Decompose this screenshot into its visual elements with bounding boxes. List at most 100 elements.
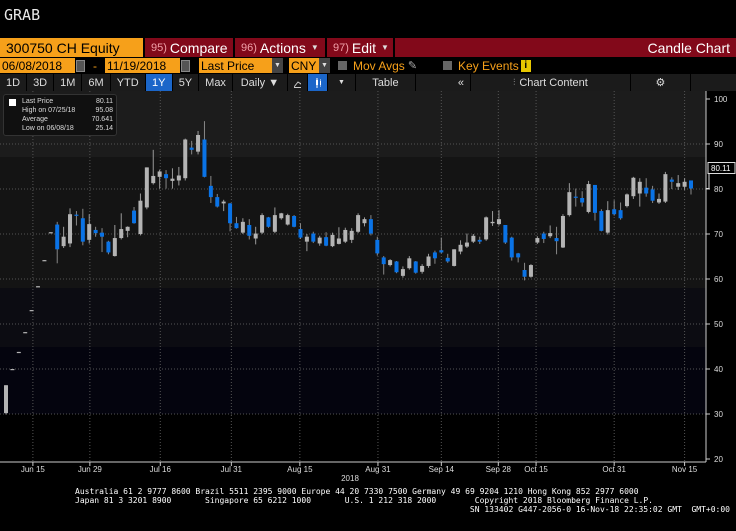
candle-up <box>304 236 309 242</box>
candle-down <box>669 179 674 182</box>
legend-value: 25.14 <box>95 125 113 132</box>
candle-up <box>87 224 92 240</box>
chart-type-title: Candle Chart <box>647 39 731 56</box>
candle-up <box>464 242 469 247</box>
candle-down <box>234 223 239 229</box>
pencil-icon[interactable]: ✎ <box>407 60 418 72</box>
compare-button[interactable]: 95) Compare <box>145 38 235 57</box>
candle-down <box>689 180 693 189</box>
period-max[interactable]: Max <box>199 74 233 91</box>
candle-down <box>375 239 380 254</box>
candle-up <box>61 236 66 247</box>
candle-up <box>400 269 405 276</box>
candle-up <box>637 181 642 194</box>
candle-down <box>573 196 578 198</box>
mov-avgs-checkbox[interactable] <box>338 61 347 70</box>
candle-down <box>503 225 508 243</box>
candle-down <box>215 197 220 207</box>
info-icon[interactable]: i <box>520 59 531 72</box>
chart-content-icon: ⫶ <box>513 77 516 87</box>
end-date-input[interactable]: 11/19/2018 <box>105 58 180 73</box>
chevron-down-icon[interactable]: ▼ <box>272 58 283 73</box>
x-axis: Jun 15 Jun 29 Jul 16 Jul 31 Aug 15 Aug 31 Sep … <box>21 462 698 474</box>
x-tick-label: Sep 28 <box>486 465 512 474</box>
field-select[interactable]: Last Price <box>199 58 272 73</box>
candle-up <box>42 260 47 262</box>
candle-up <box>407 258 412 269</box>
key-events-checkbox[interactable] <box>443 61 453 70</box>
table-button[interactable]: Table <box>356 74 416 91</box>
legend[interactable]: Last Price 80.11 High on 07/25/18 95.08 Av… <box>3 94 117 136</box>
candle-down <box>541 233 546 239</box>
y-tick-label: 40 <box>714 365 723 374</box>
y-tick-label: 50 <box>714 320 723 329</box>
currency-select[interactable]: CNY <box>289 58 319 73</box>
candle-up <box>125 226 130 231</box>
candle-up <box>356 215 361 232</box>
key-events-label[interactable]: Key Events <box>458 58 519 73</box>
candle-up <box>157 171 162 177</box>
candle-up <box>68 214 73 244</box>
candle-down <box>55 224 60 250</box>
period-ytd[interactable]: YTD <box>111 74 146 91</box>
candle-up <box>490 221 495 224</box>
edit-button[interactable]: 97) Edit ▼ <box>327 38 395 57</box>
ticker-field[interactable]: 300750 CH Equity <box>0 38 145 57</box>
period-6m[interactable]: 6M <box>82 74 111 91</box>
function-bar: 300750 CH Equity 95) Compare 96) Actions ▼ … <box>0 38 736 57</box>
legend-label: Average <box>22 116 48 123</box>
calendar-icon[interactable] <box>181 59 190 72</box>
period-1y[interactable]: 1Y <box>145 74 173 91</box>
chevron-down-icon[interactable]: ▼ <box>328 74 356 91</box>
actions-button[interactable]: 96) Actions ▼ <box>235 38 327 57</box>
candle-down <box>599 211 604 231</box>
period-1m[interactable]: 1M <box>54 74 83 91</box>
candle-down <box>164 174 169 179</box>
chevron-down-icon[interactable]: ▼ <box>319 58 330 73</box>
candle-down <box>509 237 514 258</box>
candle-up <box>183 139 188 179</box>
candle-down <box>292 216 297 227</box>
candle-down <box>266 217 271 227</box>
frequency-select[interactable]: Daily ▼ <box>233 74 288 91</box>
period-3d[interactable]: 3D <box>27 74 55 91</box>
candle-down <box>522 270 527 277</box>
candle-up <box>496 219 501 225</box>
collapse-button[interactable]: « <box>416 74 471 91</box>
candle-up <box>548 233 553 237</box>
period-5y[interactable]: 5Y <box>173 74 200 91</box>
calendar-icon[interactable] <box>76 59 85 72</box>
candle-down <box>477 239 482 242</box>
candle-down <box>100 232 105 237</box>
candle-up <box>452 249 457 266</box>
candle-up <box>605 210 610 233</box>
candle-down <box>132 210 137 224</box>
x-tick-label: Oct 31 <box>602 465 626 474</box>
candle-up <box>484 217 489 240</box>
candle-up <box>16 351 21 354</box>
last-price-label: 80.11 <box>711 164 731 173</box>
candle-up <box>253 233 258 239</box>
candle-up <box>170 178 175 181</box>
actions-label: Actions <box>259 39 306 56</box>
y-tick-label: 80 <box>714 185 723 194</box>
date-controls: 06/08/2018 - 11/19/2018 Last Price ▼ CNY… <box>0 57 736 74</box>
gear-icon[interactable]: ⚙ <box>631 74 691 91</box>
line-chart-icon[interactable] <box>288 74 308 91</box>
candle-up <box>196 135 201 152</box>
start-date-input[interactable]: 06/08/2018 <box>0 58 75 73</box>
period-1d[interactable]: 1D <box>0 74 28 91</box>
candle-down <box>208 185 213 198</box>
candle-up <box>10 369 15 371</box>
candle-up <box>426 256 431 266</box>
mov-avgs-label[interactable]: Mov Avgs <box>353 58 405 73</box>
candle-up <box>29 310 34 312</box>
candle-chart-icon[interactable] <box>307 74 328 91</box>
candle-up <box>279 213 284 219</box>
last-price-swatch <box>9 99 16 106</box>
chart-content-button[interactable]: ⫶ Chart Content <box>471 74 631 91</box>
candle-up <box>138 200 143 234</box>
candle-up <box>631 177 636 197</box>
footer: Australia 61 2 9777 8600 Brazil 5511 239… <box>0 487 736 514</box>
y-tick-label: 70 <box>714 230 723 239</box>
